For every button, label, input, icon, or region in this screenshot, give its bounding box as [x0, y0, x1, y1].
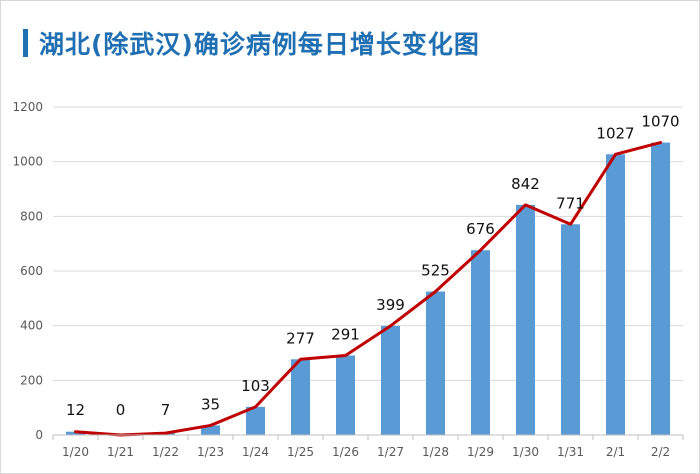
data-label: 676	[466, 220, 495, 238]
x-tick-label: 1/22	[152, 445, 179, 459]
x-tick-label: 1/23	[197, 445, 224, 459]
data-label: 277	[286, 329, 315, 347]
x-tick-label: 1/26	[332, 445, 359, 459]
bar	[561, 224, 580, 435]
x-tick-label: 1/20	[62, 445, 89, 459]
y-tick-label: 200	[20, 373, 43, 387]
bar	[471, 250, 490, 435]
bar	[606, 154, 625, 435]
x-tick-label: 2/1	[606, 445, 625, 459]
data-label: 1070	[641, 113, 679, 131]
bar	[201, 425, 220, 435]
data-label: 771	[556, 194, 585, 212]
bar	[381, 325, 400, 435]
x-tick-label: 1/28	[422, 445, 449, 459]
x-tick-label: 1/29	[467, 445, 494, 459]
x-tick-label: 1/24	[242, 445, 269, 459]
data-label: 842	[511, 175, 540, 193]
x-tick-label: 1/25	[287, 445, 314, 459]
bar	[66, 431, 85, 435]
y-tick-label: 1200	[12, 100, 43, 114]
x-tick-label: 1/27	[377, 445, 404, 459]
data-label: 525	[421, 262, 450, 280]
y-tick-label: 0	[35, 428, 43, 442]
x-tick-label: 1/21	[107, 445, 134, 459]
bar	[291, 359, 310, 435]
data-label: 291	[331, 325, 360, 343]
y-tick-label: 1000	[12, 155, 43, 169]
data-label: 399	[376, 296, 405, 314]
data-label: 1027	[596, 124, 634, 142]
data-label: 12	[66, 401, 85, 419]
bar	[246, 406, 265, 435]
y-tick-label: 800	[20, 209, 43, 223]
x-tick-label: 1/31	[557, 445, 584, 459]
y-tick-label: 400	[20, 319, 43, 333]
x-tick-label: 1/30	[512, 445, 539, 459]
bar	[516, 204, 535, 435]
series-line	[74, 141, 662, 437]
title-accent-bar	[23, 29, 28, 57]
chart-title: 湖北(除武汉)确诊病例每日增长变化图	[39, 30, 480, 59]
bar	[336, 355, 355, 435]
bar	[426, 291, 445, 435]
y-tick-label: 600	[20, 264, 43, 278]
data-label: 0	[116, 401, 126, 419]
bar	[651, 142, 670, 436]
data-label: 35	[201, 395, 220, 413]
data-label: 103	[241, 377, 270, 395]
data-label: 7	[161, 401, 171, 419]
x-tick-label: 2/2	[651, 445, 670, 459]
